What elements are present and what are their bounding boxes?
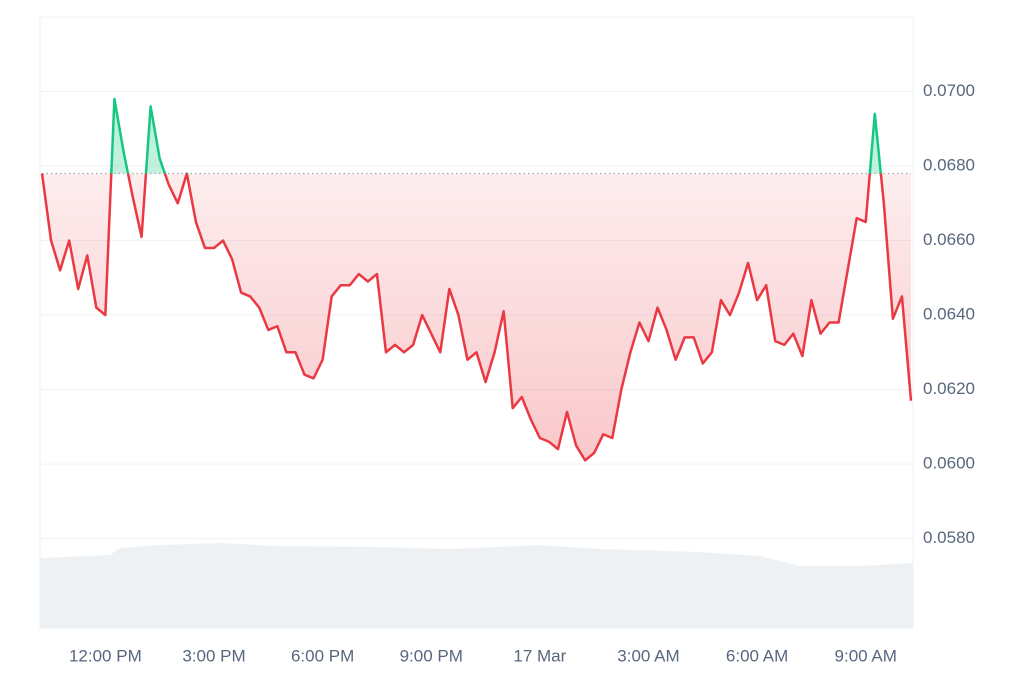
x-tick-label: 9:00 PM: [400, 646, 463, 665]
area-below-baseline: [42, 173, 911, 461]
marks: [40, 97, 913, 462]
x-tick-label: 9:00 AM: [835, 646, 897, 665]
y-tick-label: 0.0600: [923, 454, 975, 473]
y-tick-label: 0.0680: [923, 156, 975, 175]
price-line-down: [40, 173, 913, 462]
y-tick-label: 0.0700: [923, 81, 975, 100]
x-tick-label: 3:00 PM: [182, 646, 245, 665]
y-tick-label: 0.0640: [923, 305, 975, 324]
y-tick-label: 0.0620: [923, 379, 975, 398]
x-tick-label: 6:00 PM: [291, 646, 354, 665]
labels: 0.0580 0.0600 0.0620 0.0640 0.0660 0.0680 0.07…: [69, 81, 975, 665]
volume-area: [40, 543, 913, 628]
x-tick-label: 3:00 AM: [617, 646, 679, 665]
y-tick-label: 0.0580: [923, 528, 975, 547]
x-tick-label: 6:00 AM: [726, 646, 788, 665]
x-tick-label: 12:00 PM: [69, 646, 142, 665]
y-tick-label: 0.0660: [923, 230, 975, 249]
x-tick-label: 17 Mar: [513, 646, 566, 665]
